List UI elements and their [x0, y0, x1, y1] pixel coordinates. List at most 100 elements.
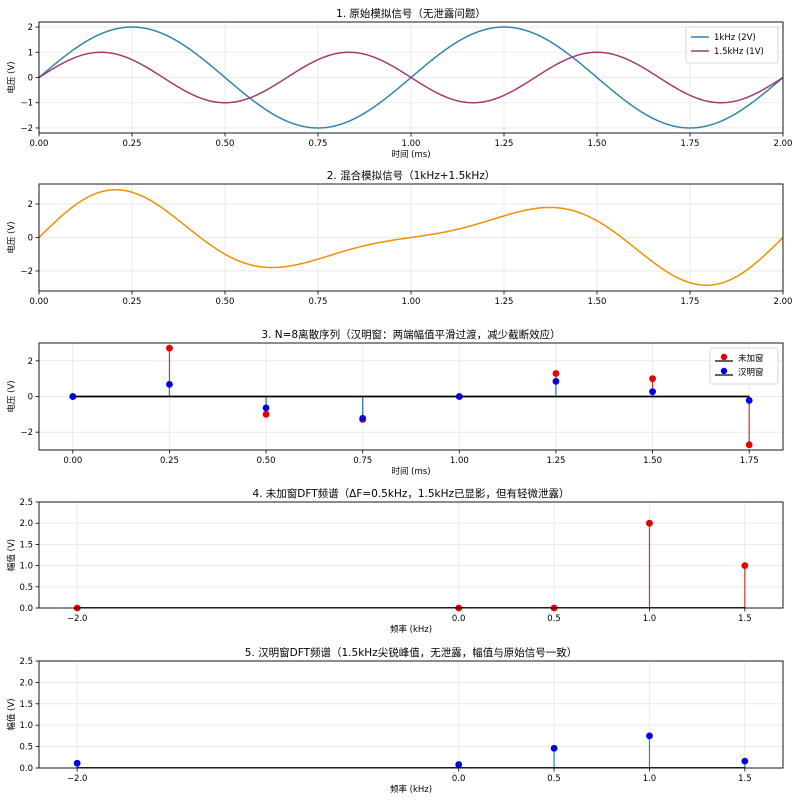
- y-tick-label: 0.0: [19, 604, 33, 614]
- x-tick-label: 0.5: [547, 774, 561, 784]
- legend-item-1: 1kHz (2V): [691, 33, 756, 43]
- legend-item-2: 1.5kHz (1V): [691, 47, 764, 57]
- x-tick-label: 1.75: [681, 139, 700, 149]
- axes-frame: [38, 183, 784, 292]
- y-tick-label: −2: [20, 124, 33, 134]
- marker-series-2: [69, 377, 753, 422]
- data-point: [550, 744, 558, 752]
- chart-5: 5. 汉明窗DFT频谱（1.5kHz尖锐峰值，无泄露，幅值与原始信号一致） −2.…: [6, 646, 784, 795]
- y-tick-label: 1.0: [19, 721, 33, 731]
- legend-box: [685, 26, 779, 64]
- y-tick-label: 2: [28, 23, 33, 33]
- y-axis-label: 电压 (V): [6, 380, 17, 412]
- stem-series-1: [76, 735, 746, 768]
- x-tick-label: 1.25: [495, 139, 514, 149]
- y-axis-label: 电压 (V): [6, 61, 17, 93]
- y-tick-label: 0.5: [19, 583, 33, 593]
- data-point: [745, 397, 753, 404]
- data-point: [455, 761, 463, 768]
- legend-label: 未加窗: [738, 353, 764, 364]
- plot-area: [39, 26, 783, 129]
- grid: [39, 501, 783, 609]
- y-tick-label: 1.5: [19, 540, 33, 550]
- y-tick-label: 1: [28, 48, 33, 58]
- data-point: [73, 759, 81, 767]
- data-point: [552, 370, 560, 377]
- legend-label: 1kHz (2V): [714, 33, 756, 43]
- legend-swatch-marker: [720, 367, 728, 375]
- y-tick-label: 2.5: [19, 498, 33, 508]
- x-axis-label: 频率 (kHz): [390, 624, 432, 635]
- data-point: [455, 393, 463, 400]
- y-tick-label: −2: [20, 428, 33, 438]
- data-point: [646, 732, 653, 740]
- data-point: [262, 404, 270, 412]
- chart-3: 3. N=8离散序列（汉明窗：两端幅值平滑过渡，减少截断效应） 0.00 0.25 0…: [6, 328, 784, 477]
- y-tick-label: −2: [20, 267, 33, 277]
- x-tick-label: 2.00: [774, 139, 793, 149]
- x-tick-label: −2.0: [67, 774, 88, 784]
- chart-2: 2. 混合模拟信号（1kHz+1.5kHz） 0.00 0.25 0.50 0.75 1.…: [6, 169, 792, 307]
- x-tick-label: 1.0: [643, 774, 657, 784]
- x-tick-label: 0.25: [123, 139, 142, 149]
- chart-4: 4. 未加窗DFT频谱（ΔF=0.5kHz，1.5kHz已显影，但有轻微泄露） −…: [6, 487, 784, 635]
- x-tick-label: 1.75: [740, 456, 759, 466]
- x-axis-label: 时间 (ms): [391, 466, 430, 477]
- x-tick-label: 1.00: [402, 297, 421, 307]
- x-tick-label: 0.25: [160, 456, 179, 466]
- x-tick-label: 0.5: [547, 614, 561, 624]
- plot-area: [77, 523, 746, 608]
- y-axis-label: 幅值 (V): [6, 539, 17, 571]
- data-point: [745, 441, 753, 449]
- y-tick-label: 2.0: [19, 678, 33, 688]
- axes-frame: [38, 660, 784, 769]
- x-axis-label: 时间 (ms): [391, 149, 430, 160]
- x-tick-label: 0.50: [216, 139, 235, 149]
- y-tick-label: 0.0: [19, 764, 33, 774]
- x-tick-label: 1.5: [738, 774, 752, 784]
- x-tick-label: 1.5: [738, 614, 752, 624]
- axes-frame: [38, 501, 784, 609]
- stem-series-1: [648, 523, 746, 608]
- data-point: [262, 410, 270, 418]
- x-tick-label: 1.25: [546, 456, 565, 466]
- chart-1: 1. 原始模拟信号（无泄露问题） 0.00 0.25 0.50 0.75 1.00 1.25…: [6, 7, 792, 160]
- x-tick-label: 2.00: [774, 297, 793, 307]
- chart-title: 1. 原始模拟信号（无泄露问题）: [336, 7, 486, 20]
- legend-label: 汉明窗: [738, 367, 764, 378]
- x-tick-label: 1.50: [588, 139, 607, 149]
- y-axis-label: 幅值 (V): [6, 698, 17, 730]
- y-tick-label: 0: [28, 234, 33, 244]
- x-tick-label: 0.00: [30, 139, 49, 149]
- x-tick-label: 0.75: [309, 297, 328, 307]
- x-tick-label: 1.0: [643, 614, 657, 624]
- plot-area: [76, 735, 746, 768]
- y-tick-label: 2.0: [19, 519, 33, 529]
- data-point: [741, 562, 749, 569]
- data-point: [741, 757, 749, 765]
- data-point: [359, 414, 367, 422]
- legend: 1kHz (2V) 1.5kHz (1V): [685, 26, 779, 64]
- y-tick-label: 0: [28, 393, 33, 403]
- x-tick-label: 1.75: [681, 297, 700, 307]
- y-tick-label: 0.5: [19, 743, 33, 753]
- x-axis-label: 频率 (kHz): [390, 784, 432, 795]
- grid: [39, 660, 783, 769]
- legend-label: 1.5kHz (1V): [714, 47, 764, 57]
- y-tick-label: 1.0: [19, 562, 33, 572]
- x-tick-label: 0.50: [216, 297, 235, 307]
- data-point: [646, 519, 653, 527]
- data-point: [552, 377, 560, 385]
- legend-swatch-marker: [720, 353, 728, 361]
- stem-series-2: [168, 381, 750, 419]
- y-tick-label: 2: [28, 200, 33, 210]
- x-tick-label: 0.75: [353, 456, 372, 466]
- chart-title: 2. 混合模拟信号（1kHz+1.5kHz）: [327, 169, 496, 182]
- chart-title: 5. 汉明窗DFT频谱（1.5kHz尖锐峰值，无泄露，幅值与原始信号一致）: [245, 646, 577, 659]
- y-tick-label: 2.5: [19, 657, 33, 667]
- axes-frame: [38, 342, 784, 451]
- chart-title: 4. 未加窗DFT频谱（ΔF=0.5kHz，1.5kHz已显影，但有轻微泄露）: [252, 487, 569, 500]
- y-tick-label: −1: [20, 99, 33, 109]
